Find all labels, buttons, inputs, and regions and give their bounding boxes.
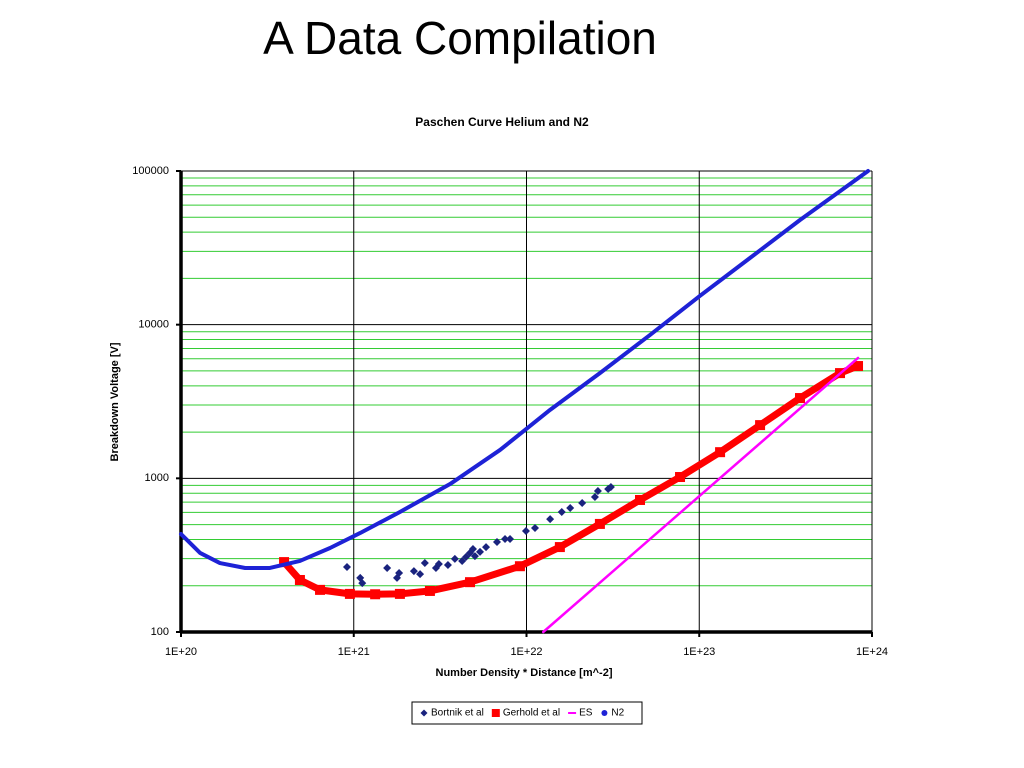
data-point <box>590 493 599 502</box>
data-point <box>420 559 429 568</box>
legend-label: N2 <box>611 708 624 719</box>
data-point <box>315 584 326 595</box>
data-point <box>566 504 575 513</box>
x-tick-label: 1E+21 <box>338 646 370 658</box>
y-tick-label: 100 <box>151 626 169 638</box>
legend-box <box>411 701 643 725</box>
data-point <box>383 563 392 572</box>
data-point <box>465 577 476 588</box>
data-point <box>755 420 766 431</box>
series-line <box>179 169 871 570</box>
data-point <box>482 543 491 552</box>
x-tick-label: 1E+23 <box>683 646 715 658</box>
data-point <box>395 569 404 578</box>
data-point <box>343 562 352 571</box>
data-point <box>370 589 381 600</box>
data-point <box>294 574 305 585</box>
data-point <box>506 534 515 543</box>
data-point <box>635 494 646 505</box>
data-point <box>501 534 510 543</box>
data-point <box>424 585 435 596</box>
data-point <box>594 518 605 529</box>
x-tick-label: 1E+24 <box>856 646 888 658</box>
legend-label: Gerhold et al <box>503 708 560 719</box>
data-point <box>675 472 686 483</box>
y-axis-label: Breakdown Voltage [V] <box>109 342 121 461</box>
data-point <box>794 393 805 404</box>
legend-label: ES <box>579 708 593 719</box>
x-axis-label: Number Density * Distance [m^-2] <box>436 667 613 679</box>
data-point <box>514 561 525 572</box>
legend-marker <box>601 710 608 716</box>
data-point <box>358 579 367 588</box>
data-point <box>557 507 566 516</box>
legend-marker <box>491 709 500 717</box>
data-point <box>394 588 405 599</box>
data-point <box>450 554 459 563</box>
x-tick-label: 1E+22 <box>510 646 542 658</box>
data-point <box>493 538 502 547</box>
legend-marker <box>420 709 428 717</box>
data-point <box>416 570 425 579</box>
chart-title: Paschen Curve Helium and N2 <box>415 115 589 129</box>
data-point <box>853 361 864 372</box>
data-point <box>554 542 565 553</box>
y-tick-label: 100000 <box>132 165 169 177</box>
data-point <box>344 588 355 599</box>
data-point <box>443 560 452 569</box>
data-point <box>531 524 540 533</box>
data-point <box>468 544 477 553</box>
data-point <box>593 487 602 496</box>
data-point <box>521 527 530 536</box>
x-tick-label: 1E+20 <box>165 646 197 658</box>
data-point <box>434 560 443 569</box>
legend-label: Bortnik et al <box>431 708 484 719</box>
data-point <box>578 499 587 508</box>
series-line <box>541 356 860 634</box>
data-point <box>606 483 615 492</box>
y-tick-label: 1000 <box>145 472 169 484</box>
data-point <box>715 447 726 458</box>
data-point <box>409 567 418 576</box>
slide-title: A Data Compilation <box>263 12 657 64</box>
y-tick-label: 10000 <box>138 319 169 331</box>
data-point <box>475 547 484 556</box>
data-point <box>279 557 290 568</box>
data-point <box>470 552 479 561</box>
series-line <box>280 362 862 598</box>
data-point <box>546 515 555 524</box>
